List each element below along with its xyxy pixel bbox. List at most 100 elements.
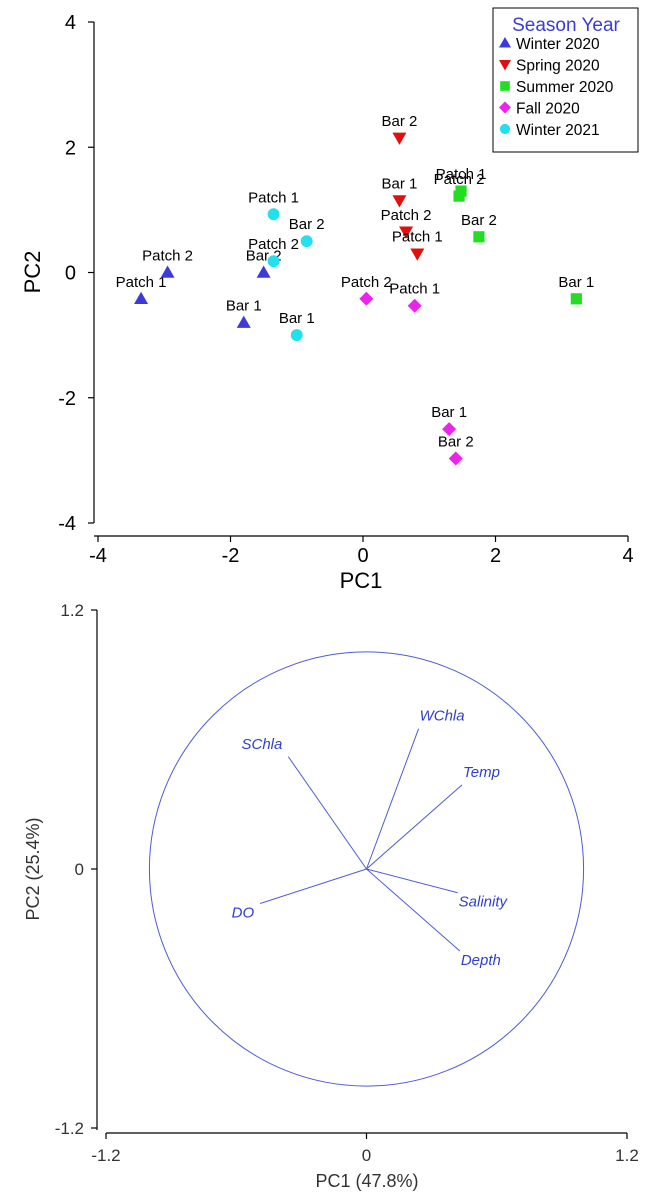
point-fall-2020-bar-2 xyxy=(448,451,463,466)
point-spring-2020-patch-2 xyxy=(399,226,414,239)
bottom-y-tick-label: -1.2 xyxy=(55,1119,84,1138)
legend-items: Winter 2020 Spring 2020 Summer 2020 Fall 20… xyxy=(499,36,614,139)
vector-label: Salinity xyxy=(459,894,509,911)
bottom-y-axis-title: PC2 (25.4%) xyxy=(23,817,43,920)
bottom-y-ticks: 1.2 0 -1.2 xyxy=(55,601,97,1138)
point-winter-2020-bar-2 xyxy=(256,265,271,278)
point-label: Patch 2 xyxy=(434,171,485,188)
vector-salinity: Salinity xyxy=(366,868,509,911)
vector-label: SChla xyxy=(241,736,282,753)
vector-line-salinity xyxy=(366,868,458,894)
legend-item-spring-2020: Spring 2020 xyxy=(499,58,600,75)
vector-label: Temp xyxy=(463,764,500,781)
top-x-tick-label: -4 xyxy=(89,545,107,567)
top-x-axis-title: PC1 xyxy=(340,568,383,593)
point-winter-2020-patch-2 xyxy=(160,265,175,278)
legend-title: Season Year xyxy=(512,15,620,36)
bottom-x-axis-title: PC1 (47.8%) xyxy=(315,1171,418,1191)
top-x-tick-label: 2 xyxy=(490,545,501,567)
top-x-ticks: -4 -2 0 2 4 xyxy=(89,536,634,567)
point-label: Patch 1 xyxy=(392,229,443,246)
legend-label: Summer 2020 xyxy=(516,79,614,96)
loading-vectors: WChla SChla Temp Salinity Depth DO xyxy=(232,708,509,969)
legend-item-fall-2020: Fall 2020 xyxy=(499,101,580,118)
legend-marker-summer-2020 xyxy=(500,81,510,91)
point-label: Bar 2 xyxy=(461,212,497,229)
point-label: Bar 1 xyxy=(226,298,262,315)
top-y-tick-label: 0 xyxy=(65,263,76,285)
top-y-ticks: 4 2 0 -2 -4 xyxy=(58,12,94,535)
legend-label: Winter 2020 xyxy=(516,36,600,53)
vector-label: DO xyxy=(232,905,255,922)
vector-schla: SChla xyxy=(241,736,367,870)
point-winter-2021-bar-1 xyxy=(290,329,303,342)
point-spring-2020-bar-2 xyxy=(392,132,407,145)
bottom-x-tick-label: 1.2 xyxy=(615,1146,639,1165)
point-spring-2020-patch-1 xyxy=(410,248,425,261)
vector-line-depth xyxy=(366,868,461,952)
point-label: Bar 2 xyxy=(289,216,325,233)
legend-marker-spring-2020 xyxy=(499,60,511,71)
legend-label: Spring 2020 xyxy=(516,58,600,75)
top-y-tick-label: -2 xyxy=(58,388,76,410)
point-label: Patch 1 xyxy=(436,166,487,183)
vector-line-wchla xyxy=(366,728,420,870)
top-x-tick-label: 0 xyxy=(357,545,368,567)
legend-item-summer-2020: Summer 2020 xyxy=(500,79,614,96)
vector-label: WChla xyxy=(420,708,465,725)
legend-box xyxy=(492,7,639,153)
legend-label: Fall 2020 xyxy=(516,101,580,118)
point-label: Patch 2 xyxy=(381,207,432,224)
point-winter-2020-bar-1 xyxy=(236,315,251,328)
vector-depth: Depth xyxy=(366,868,501,969)
legend-item-winter-2020: Winter 2020 xyxy=(499,36,600,53)
vector-label: Depth xyxy=(461,952,501,969)
point-label: Bar 1 xyxy=(279,310,315,327)
point-label: Bar 1 xyxy=(558,274,594,291)
series-spring-2020: Bar 2 Bar 1 Patch 2 Patch 1 xyxy=(381,113,443,261)
vector-do: DO xyxy=(232,868,367,922)
legend: Season Year Winter 2020 Spring 2020 Summer… xyxy=(492,7,639,153)
correlation-circle xyxy=(148,651,585,1087)
point-label: Patch 1 xyxy=(389,281,440,298)
legend-marker-fall-2020 xyxy=(499,101,511,114)
series-winter-2021: Patch 1 Bar 2 Patch 2 Bar 1 xyxy=(248,189,325,342)
point-fall-2020-bar-1 xyxy=(442,422,457,437)
top-y-tick-label: -4 xyxy=(58,513,76,535)
vector-line-do xyxy=(259,868,367,905)
bottom-x-tick-label: -1.2 xyxy=(91,1146,120,1165)
point-winter-2021-patch-2 xyxy=(267,255,280,268)
legend-marker-winter-2021 xyxy=(499,123,511,135)
legend-label: Winter 2021 xyxy=(516,122,600,139)
point-spring-2020-bar-1 xyxy=(392,195,407,208)
pca-loading-plot: 1.2 0 -1.2 -1.2 0 1.2 PC1 (47.8%) PC2 (25.4%… xyxy=(23,601,639,1191)
vector-temp: Temp xyxy=(366,764,500,870)
top-y-tick-label: 4 xyxy=(65,12,76,34)
top-x-tick-label: 4 xyxy=(622,545,633,567)
bottom-y-tick-label: 1.2 xyxy=(60,601,84,620)
point-label: Bar 2 xyxy=(438,433,474,450)
bottom-x-tick-label: 0 xyxy=(362,1146,371,1165)
bottom-x-ticks: -1.2 0 1.2 xyxy=(91,1133,639,1165)
point-label: Bar 1 xyxy=(431,404,467,421)
point-winter-2021-patch-1 xyxy=(267,208,280,221)
point-label: Patch 1 xyxy=(248,189,299,206)
top-x-tick-label: -2 xyxy=(222,545,240,567)
legend-marker-winter-2020 xyxy=(499,37,511,48)
bottom-y-tick-label: 0 xyxy=(75,860,84,879)
point-label: Bar 1 xyxy=(382,175,418,192)
point-winter-2021-bar-2 xyxy=(300,235,313,248)
point-summer-2020-patch-2 xyxy=(453,190,465,202)
legend-item-winter-2021: Winter 2021 xyxy=(499,122,600,139)
point-winter-2020-patch-1 xyxy=(134,291,149,305)
vector-wchla: WChla xyxy=(366,708,465,870)
vector-line-schla xyxy=(287,756,367,870)
point-label: Patch 2 xyxy=(341,274,392,291)
point-label: Patch 2 xyxy=(142,248,193,265)
top-y-axis-title: PC2 xyxy=(20,251,45,294)
